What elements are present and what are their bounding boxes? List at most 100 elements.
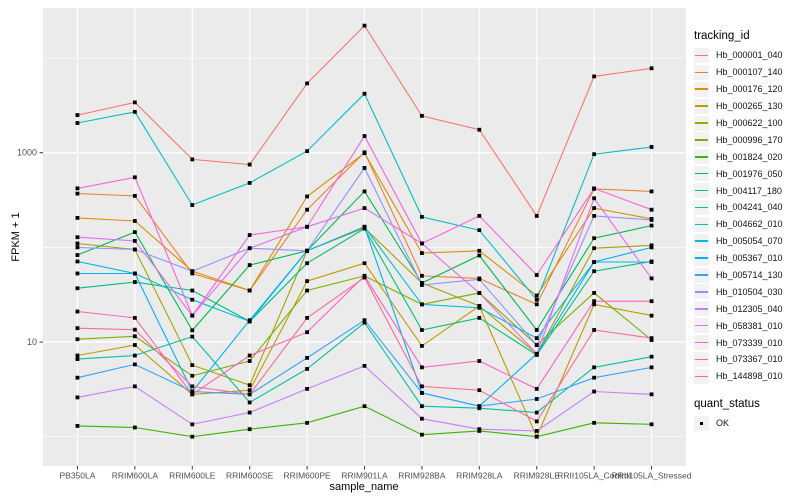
data-point — [190, 313, 195, 318]
data-point — [420, 273, 424, 278]
legend-item-Hb_058381_010: Hb_058381_010 — [694, 317, 783, 334]
data-point — [362, 206, 367, 210]
legend-color-line-icon — [695, 307, 708, 310]
data-point — [190, 203, 195, 207]
legend-item-label: Hb_000001_040 — [716, 50, 783, 61]
data-point — [477, 214, 482, 218]
legend-color-line-icon — [695, 274, 708, 276]
data-point — [132, 109, 137, 114]
data-point — [362, 318, 367, 323]
data-point — [649, 260, 654, 264]
data-point — [190, 392, 195, 397]
legend-item-label: Hb_005054_070 — [716, 236, 783, 247]
legend-item-Hb_073339_010: Hb_073339_010 — [694, 334, 783, 351]
data-point — [305, 224, 309, 229]
data-point — [649, 145, 654, 149]
legend-color-line-icon — [695, 375, 708, 378]
data-point — [132, 230, 137, 234]
data-point — [305, 149, 309, 154]
legend-item-Hb_005714_130: Hb_005714_130 — [694, 267, 783, 284]
data-point — [305, 288, 309, 293]
data-point — [649, 276, 654, 281]
x-tick-label: RRII105LA_Control — [557, 471, 631, 481]
data-point — [592, 246, 597, 251]
data-point — [534, 214, 539, 218]
data-point — [75, 357, 80, 362]
data-point — [132, 425, 137, 430]
data-point — [534, 273, 539, 277]
data-point — [247, 400, 252, 405]
legend-item-label: Hb_073367_010 — [716, 354, 783, 365]
data-point — [592, 269, 597, 274]
legend-item-label: Hb_010504_030 — [716, 286, 783, 297]
data-point — [247, 162, 252, 167]
data-point — [649, 392, 654, 397]
legend-item-label: Hb_001824_020 — [716, 151, 783, 162]
data-point — [305, 81, 309, 86]
legend-color-line-icon — [695, 189, 708, 192]
data-point — [592, 196, 597, 201]
legend-key-swatch — [694, 149, 709, 165]
data-point — [247, 353, 252, 358]
legend-key-swatch — [694, 216, 709, 232]
legend-key-swatch — [694, 267, 709, 283]
legend-item-Hb_144898_010: Hb_144898_010 — [694, 368, 783, 385]
data-point — [305, 315, 309, 320]
legend-item-label: Hb_001976_050 — [716, 168, 783, 179]
data-point — [362, 275, 367, 280]
data-point — [649, 336, 654, 341]
data-point — [75, 326, 80, 331]
data-point — [534, 297, 539, 302]
data-point — [592, 214, 597, 218]
legend-key-swatch — [694, 166, 709, 182]
data-point — [190, 363, 195, 368]
legend-key-swatch — [694, 98, 709, 114]
data-point — [75, 215, 80, 220]
legend-item-Hb_000107_140: Hb_000107_140 — [694, 64, 783, 81]
data-point — [649, 189, 654, 194]
y-tick-label: 1000 — [17, 148, 37, 158]
x-tick-label: RRIM600SE — [226, 471, 274, 481]
data-point — [75, 121, 80, 125]
data-point — [477, 427, 482, 432]
legend-item-label: Hb_000107_140 — [716, 67, 783, 78]
legend-color-line-icon — [695, 155, 708, 158]
data-point — [592, 186, 597, 191]
x-tick-label: RRIM901LA — [341, 471, 388, 481]
x-tick-label: RRIM928BA — [398, 471, 446, 481]
data-point — [420, 283, 424, 287]
data-point — [592, 291, 597, 295]
data-point — [362, 320, 367, 325]
legend-color-line-icon — [695, 324, 708, 327]
legend-key-swatch — [694, 368, 709, 384]
data-point — [592, 302, 597, 307]
data-point — [305, 367, 309, 371]
legend-key-swatch — [694, 47, 709, 63]
data-point — [420, 432, 424, 437]
data-point — [247, 288, 252, 293]
data-point — [592, 365, 597, 370]
data-point — [132, 343, 137, 347]
data-point — [305, 420, 309, 425]
data-point — [132, 315, 137, 320]
data-point — [649, 218, 654, 222]
data-point — [247, 263, 252, 267]
legend-color-line-icon — [695, 139, 708, 141]
data-point — [534, 336, 539, 341]
data-point — [75, 235, 80, 240]
legend-item-Hb_073367_010: Hb_073367_010 — [694, 351, 783, 368]
data-point — [649, 299, 654, 304]
data-point — [132, 353, 137, 358]
legend-item-label: Hb_005714_130 — [716, 270, 783, 281]
data-point — [362, 224, 367, 229]
legend-tracking-id: tracking_id Hb_000001_040 Hb_000107_140 Hb… — [694, 30, 783, 385]
data-point — [649, 313, 654, 318]
data-point — [75, 353, 80, 358]
legend-item-Hb_000001_040: Hb_000001_040 — [694, 47, 783, 64]
data-point — [190, 389, 195, 394]
data-point — [132, 219, 137, 223]
data-point — [362, 261, 367, 266]
data-point — [592, 420, 597, 425]
x-tick-label: PB350LA — [59, 471, 95, 481]
x-axis-title: sample_name — [329, 481, 399, 493]
